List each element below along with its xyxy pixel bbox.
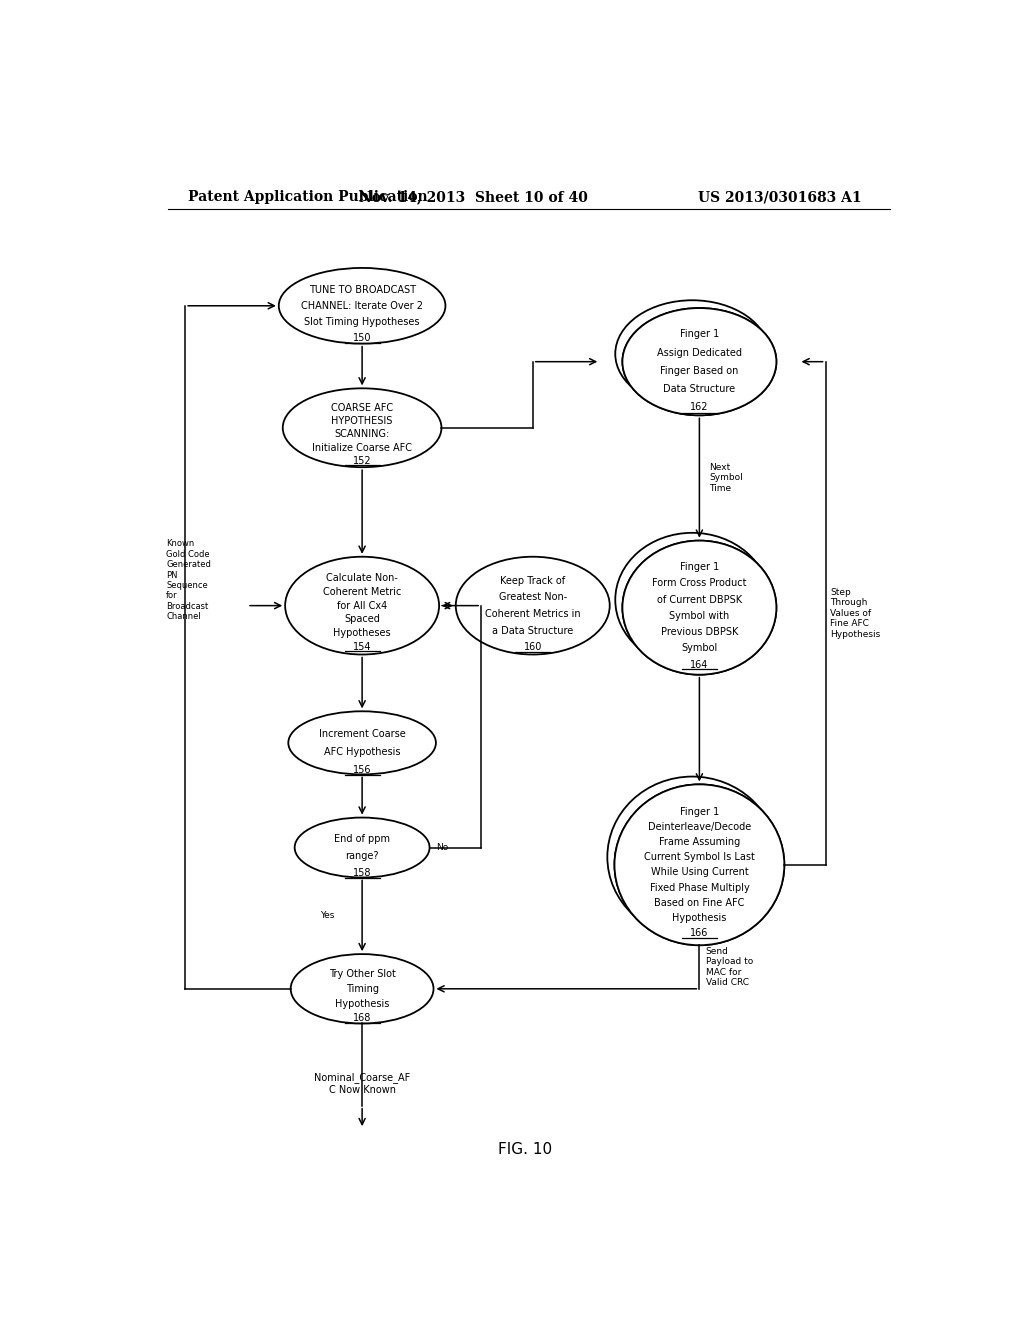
Text: Form Cross Product: Form Cross Product	[652, 578, 746, 589]
Text: Deinterleave/Decode: Deinterleave/Decode	[648, 822, 751, 832]
Text: Assign Dedicated: Assign Dedicated	[656, 347, 742, 358]
Text: 164: 164	[690, 660, 709, 669]
Text: Step
Through
Values of
Fine AFC
Hypothesis: Step Through Values of Fine AFC Hypothes…	[830, 587, 881, 639]
Text: While Using Current: While Using Current	[650, 867, 749, 878]
Text: FIG. 10: FIG. 10	[498, 1142, 552, 1156]
Text: Yes: Yes	[319, 911, 334, 920]
Text: TUNE TO BROADCAST: TUNE TO BROADCAST	[308, 285, 416, 294]
Ellipse shape	[291, 954, 433, 1023]
Text: of Current DBPSK: of Current DBPSK	[656, 594, 742, 605]
Ellipse shape	[623, 541, 776, 675]
Text: Current Symbol Is Last: Current Symbol Is Last	[644, 853, 755, 862]
Text: Symbol: Symbol	[681, 643, 718, 653]
Text: Frame Assuming: Frame Assuming	[658, 837, 740, 847]
Ellipse shape	[295, 817, 430, 878]
Text: Increment Coarse: Increment Coarse	[318, 729, 406, 739]
Text: Nov. 14, 2013  Sheet 10 of 40: Nov. 14, 2013 Sheet 10 of 40	[358, 190, 588, 205]
Text: CHANNEL: Iterate Over 2: CHANNEL: Iterate Over 2	[301, 301, 423, 310]
Ellipse shape	[623, 308, 776, 416]
Text: 156: 156	[353, 764, 372, 775]
Text: Known
Gold Code
Generated
PN
Sequence
for
Broadcast
Channel: Known Gold Code Generated PN Sequence fo…	[166, 540, 211, 622]
Ellipse shape	[289, 711, 436, 775]
Text: SCANNING:: SCANNING:	[335, 429, 390, 440]
Text: Hypothesis: Hypothesis	[335, 998, 389, 1008]
Ellipse shape	[623, 541, 776, 675]
Text: Finger Based on: Finger Based on	[660, 366, 738, 376]
Text: Symbol with: Symbol with	[670, 611, 729, 620]
Text: Keep Track of: Keep Track of	[500, 576, 565, 586]
Text: No: No	[436, 843, 449, 851]
Text: End of ppm: End of ppm	[334, 834, 390, 843]
Ellipse shape	[607, 776, 777, 937]
Text: Finger 2: Finger 2	[674, 313, 711, 322]
Ellipse shape	[623, 308, 776, 416]
Text: Hypothesis: Hypothesis	[672, 913, 727, 923]
Text: 152: 152	[353, 457, 372, 466]
Text: Fixed Phase Multiply: Fixed Phase Multiply	[649, 883, 750, 892]
Text: 150: 150	[353, 333, 372, 343]
Text: Send
Payload to
MAC for
Valid CRC: Send Payload to MAC for Valid CRC	[706, 946, 753, 987]
Text: Greatest Non-: Greatest Non-	[499, 593, 567, 602]
Text: 160: 160	[523, 642, 542, 652]
Text: Patent Application Publication: Patent Application Publication	[187, 190, 427, 205]
Text: 168: 168	[353, 1014, 372, 1023]
Text: Calculate Non-: Calculate Non-	[327, 573, 398, 583]
Text: Coherent Metric: Coherent Metric	[323, 587, 401, 597]
Text: Finger 2: Finger 2	[674, 797, 711, 807]
Text: Slot Timing Hypotheses: Slot Timing Hypotheses	[304, 317, 420, 327]
Text: Nominal_Coarse_AF
C Now Known: Nominal_Coarse_AF C Now Known	[314, 1072, 411, 1094]
Ellipse shape	[279, 268, 445, 343]
Text: Spaced: Spaced	[344, 615, 380, 624]
Text: 166: 166	[690, 928, 709, 939]
Text: Hypotheses: Hypotheses	[333, 628, 391, 639]
Ellipse shape	[285, 557, 439, 655]
Text: Finger 1: Finger 1	[680, 807, 719, 817]
Text: US 2013/0301683 A1: US 2013/0301683 A1	[698, 190, 862, 205]
Text: 158: 158	[353, 869, 372, 878]
Text: Finger N: Finger N	[681, 805, 718, 814]
Text: range?: range?	[345, 851, 379, 861]
Text: Data Structure: Data Structure	[664, 384, 735, 395]
Text: Initialize Coarse AFC: Initialize Coarse AFC	[312, 442, 412, 453]
Text: 154: 154	[353, 642, 372, 652]
Ellipse shape	[456, 557, 609, 655]
Text: Finger 1: Finger 1	[680, 329, 719, 339]
Text: Try Other Slot: Try Other Slot	[329, 969, 395, 979]
Ellipse shape	[615, 533, 769, 667]
Ellipse shape	[615, 300, 769, 408]
Ellipse shape	[614, 784, 784, 945]
Text: Previous DBPSK: Previous DBPSK	[660, 627, 738, 638]
Text: Finger 1: Finger 1	[680, 562, 719, 572]
Text: HYPOTHESIS: HYPOTHESIS	[332, 416, 393, 426]
Text: Finger 2: Finger 2	[674, 549, 711, 558]
Text: Based on Fine AFC: Based on Fine AFC	[654, 898, 744, 908]
Text: Finger N: Finger N	[681, 321, 718, 330]
Text: for All Cx4: for All Cx4	[337, 601, 387, 611]
Ellipse shape	[283, 388, 441, 467]
Text: Next
Symbol
Time: Next Symbol Time	[709, 463, 742, 492]
Text: 162: 162	[690, 403, 709, 412]
Text: Coherent Metrics in: Coherent Metrics in	[485, 609, 581, 619]
Text: a Data Structure: a Data Structure	[493, 626, 573, 635]
Text: COARSE AFC: COARSE AFC	[331, 403, 393, 413]
Text: Finger N: Finger N	[681, 557, 718, 566]
Text: AFC Hypothesis: AFC Hypothesis	[324, 747, 400, 756]
Text: Timing: Timing	[346, 983, 379, 994]
Ellipse shape	[614, 784, 784, 945]
